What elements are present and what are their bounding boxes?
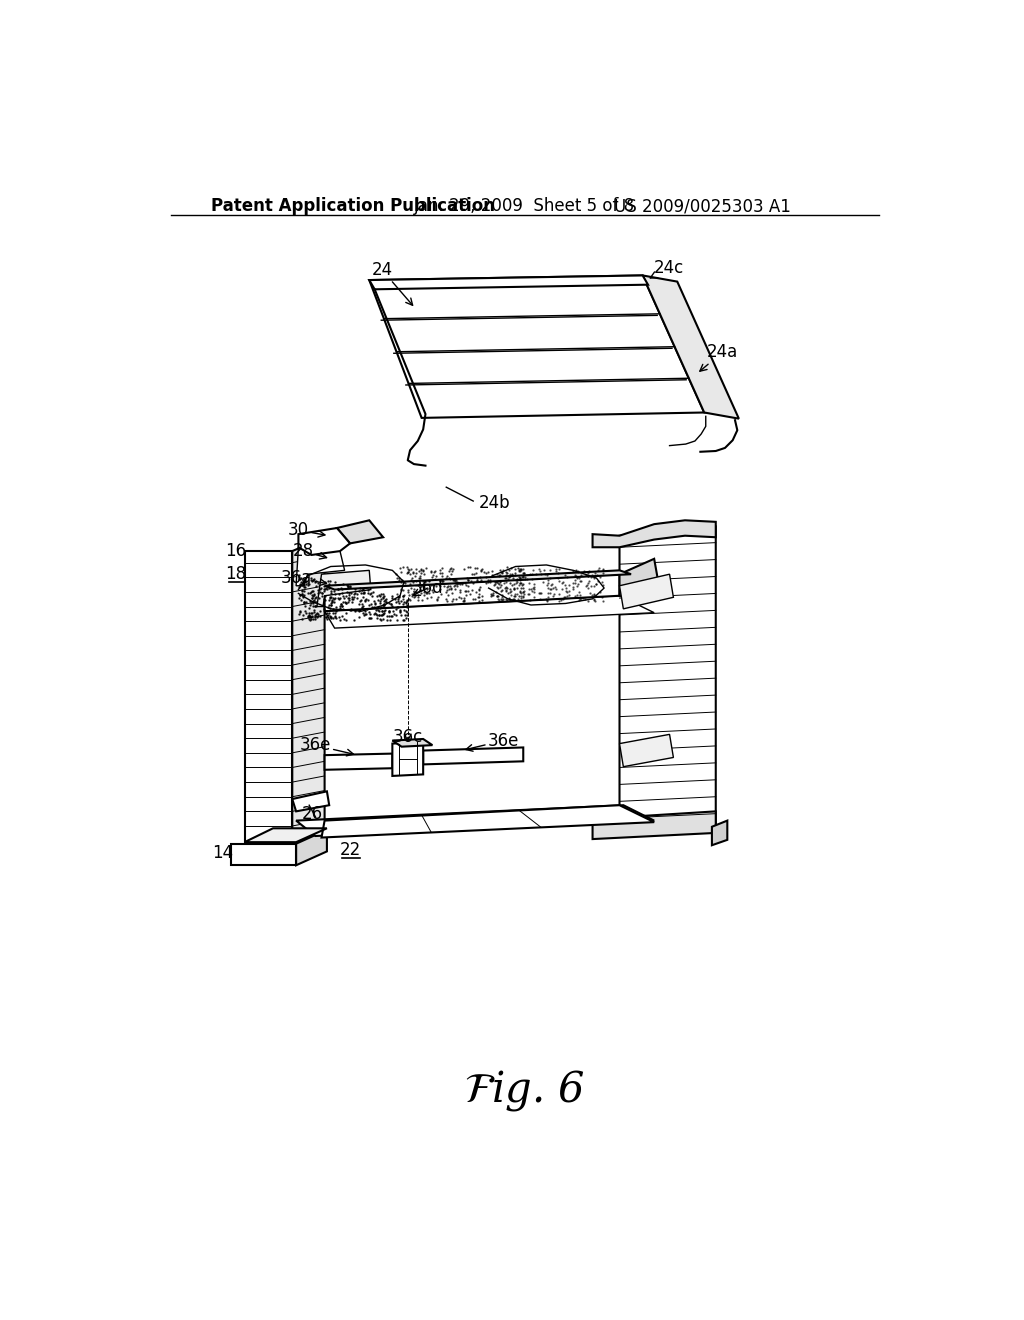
Polygon shape	[245, 552, 292, 843]
Polygon shape	[245, 829, 327, 842]
Text: 18: 18	[224, 565, 246, 583]
Text: 24c: 24c	[650, 259, 684, 279]
Polygon shape	[292, 792, 330, 812]
Polygon shape	[620, 558, 658, 595]
Text: 28: 28	[293, 543, 327, 560]
Text: 26: 26	[301, 805, 323, 824]
Text: 36e: 36e	[466, 731, 519, 751]
Text: $\mathcal{F}$ig. 6: $\mathcal{F}$ig. 6	[465, 1068, 585, 1113]
Polygon shape	[316, 570, 371, 607]
Polygon shape	[230, 843, 296, 866]
Polygon shape	[325, 754, 392, 770]
Text: US 2009/0025303 A1: US 2009/0025303 A1	[614, 197, 791, 215]
Polygon shape	[712, 821, 727, 845]
Polygon shape	[370, 276, 648, 289]
Polygon shape	[337, 520, 383, 544]
Text: 16: 16	[224, 543, 246, 560]
Text: 24b: 24b	[478, 495, 510, 512]
Text: Jan. 29, 2009  Sheet 5 of 8: Jan. 29, 2009 Sheet 5 of 8	[414, 197, 635, 215]
Polygon shape	[620, 734, 674, 767]
Polygon shape	[325, 570, 631, 590]
Text: 14: 14	[212, 843, 233, 862]
Polygon shape	[620, 574, 674, 609]
Polygon shape	[593, 520, 716, 548]
Polygon shape	[296, 830, 327, 866]
Text: 36a: 36a	[281, 569, 327, 587]
Text: 36e: 36e	[299, 737, 353, 756]
Polygon shape	[296, 805, 654, 836]
Polygon shape	[325, 574, 620, 611]
Text: 30: 30	[288, 521, 325, 540]
Polygon shape	[292, 537, 325, 843]
Text: 36d: 36d	[412, 579, 443, 597]
Polygon shape	[296, 548, 345, 586]
Polygon shape	[298, 528, 350, 554]
Text: 24a: 24a	[699, 343, 737, 371]
Text: 36c: 36c	[392, 729, 423, 746]
Polygon shape	[325, 595, 654, 628]
Polygon shape	[322, 805, 654, 838]
Polygon shape	[392, 739, 432, 747]
Polygon shape	[370, 276, 705, 418]
Polygon shape	[593, 812, 716, 840]
Polygon shape	[423, 747, 523, 764]
Text: Patent Application Publication: Patent Application Publication	[211, 197, 496, 215]
Text: 22: 22	[339, 841, 360, 859]
Polygon shape	[392, 742, 423, 776]
Text: 24: 24	[372, 261, 413, 305]
Polygon shape	[620, 527, 716, 836]
Polygon shape	[643, 276, 739, 418]
